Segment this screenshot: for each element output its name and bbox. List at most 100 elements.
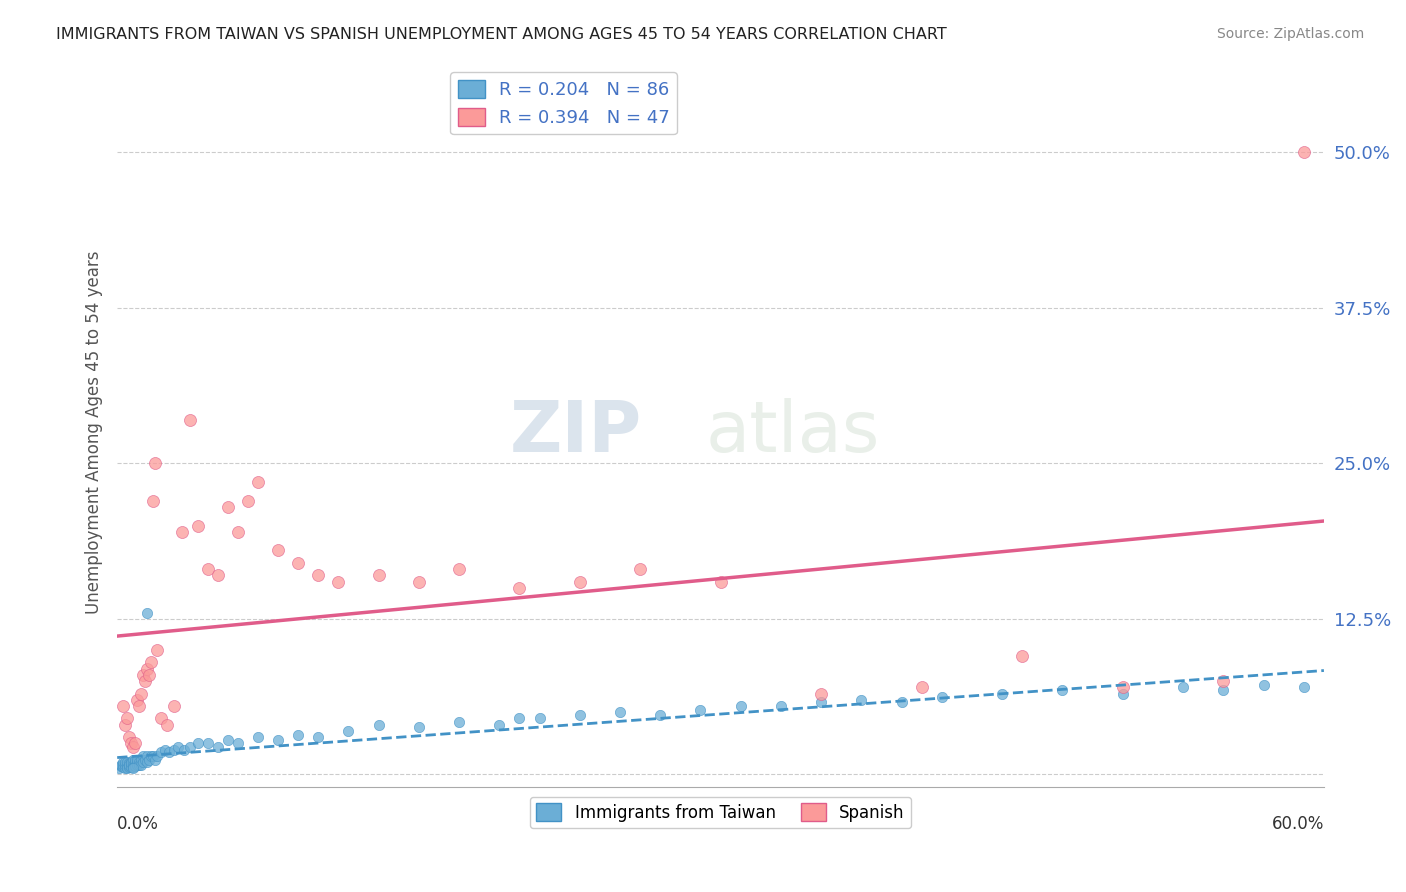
Point — [142, 493, 165, 508]
Point — [236, 493, 259, 508]
Point — [114, 757, 136, 772]
Point — [150, 745, 173, 759]
Point — [173, 742, 195, 756]
Point — [1212, 682, 1234, 697]
Point — [122, 740, 145, 755]
Text: 60.0%: 60.0% — [1271, 815, 1324, 833]
Point — [628, 562, 651, 576]
Point — [142, 748, 165, 763]
Point — [145, 456, 167, 470]
Point — [124, 758, 146, 772]
Point — [127, 755, 149, 769]
Point — [179, 740, 201, 755]
Point — [127, 757, 149, 772]
Point — [267, 732, 290, 747]
Point — [1292, 681, 1315, 695]
Text: IMMIGRANTS FROM TAIWAN VS SPANISH UNEMPLOYMENT AMONG AGES 45 TO 54 YEARS CORRELA: IMMIGRANTS FROM TAIWAN VS SPANISH UNEMPL… — [56, 27, 948, 42]
Point — [120, 755, 142, 769]
Point — [1292, 145, 1315, 160]
Point — [769, 699, 792, 714]
Point — [118, 760, 141, 774]
Point — [118, 756, 141, 771]
Point — [267, 543, 290, 558]
Point — [112, 760, 135, 774]
Point — [529, 711, 551, 725]
Point — [141, 748, 163, 763]
Point — [730, 699, 752, 714]
Point — [931, 690, 953, 705]
Point — [187, 518, 209, 533]
Point — [120, 760, 142, 774]
Point — [367, 717, 389, 731]
Point — [127, 753, 149, 767]
Point — [337, 723, 360, 738]
Point — [287, 556, 309, 570]
Point — [159, 745, 181, 759]
Point — [408, 720, 430, 734]
Point — [1171, 681, 1194, 695]
Point — [145, 753, 167, 767]
Point — [226, 736, 249, 750]
Point — [124, 753, 146, 767]
Text: ZIP: ZIP — [510, 398, 643, 467]
Point — [155, 742, 177, 756]
Point — [1112, 681, 1135, 695]
Point — [217, 732, 239, 747]
Point — [156, 717, 179, 731]
Point — [1052, 682, 1074, 697]
Text: Source: ZipAtlas.com: Source: ZipAtlas.com — [1216, 27, 1364, 41]
Point — [114, 755, 136, 769]
Point — [117, 711, 139, 725]
Point — [118, 758, 141, 772]
Point — [138, 668, 160, 682]
Point — [134, 674, 156, 689]
Point — [1253, 678, 1275, 692]
Point — [114, 717, 136, 731]
Point — [122, 760, 145, 774]
Point — [136, 755, 159, 769]
Point — [307, 730, 329, 744]
Point — [120, 756, 142, 771]
Point — [136, 606, 159, 620]
Point — [146, 643, 169, 657]
Point — [108, 761, 131, 775]
Point — [890, 695, 912, 709]
Point — [128, 755, 150, 769]
Text: 0.0%: 0.0% — [117, 815, 159, 833]
Point — [132, 755, 155, 769]
Point — [911, 681, 934, 695]
Point — [124, 755, 146, 769]
Point — [689, 703, 711, 717]
Point — [568, 707, 591, 722]
Point — [136, 748, 159, 763]
Point — [150, 711, 173, 725]
Point — [991, 687, 1014, 701]
Point — [117, 760, 139, 774]
Point — [246, 475, 269, 489]
Point — [408, 574, 430, 589]
Point — [131, 687, 153, 701]
Point — [122, 757, 145, 772]
Point — [488, 717, 510, 731]
Y-axis label: Unemployment Among Ages 45 to 54 years: Unemployment Among Ages 45 to 54 years — [86, 251, 103, 614]
Point — [207, 568, 229, 582]
Point — [287, 728, 309, 742]
Point — [131, 753, 153, 767]
Point — [162, 699, 184, 714]
Point — [128, 757, 150, 772]
Point — [132, 748, 155, 763]
Point — [138, 753, 160, 767]
Point — [136, 662, 159, 676]
Point — [117, 755, 139, 769]
Point — [132, 668, 155, 682]
Point — [217, 500, 239, 514]
Point — [810, 687, 832, 701]
Point — [187, 736, 209, 750]
Point — [131, 757, 153, 772]
Point — [609, 705, 631, 719]
Point — [117, 761, 139, 775]
Point — [120, 736, 142, 750]
Point — [128, 699, 150, 714]
Point — [114, 761, 136, 775]
Point — [141, 656, 163, 670]
